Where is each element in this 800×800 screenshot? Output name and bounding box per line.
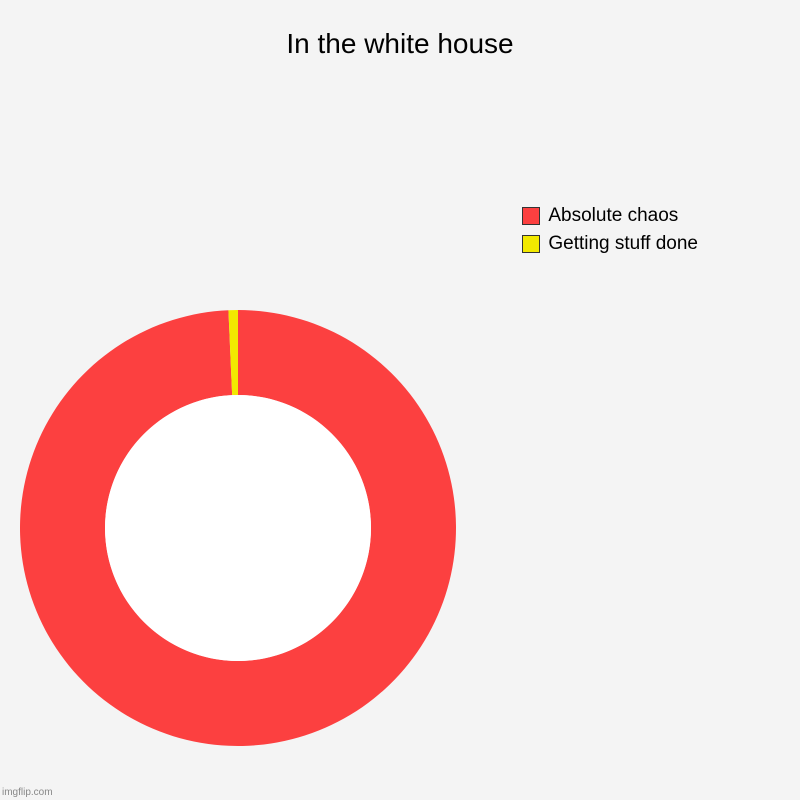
donut-chart	[0, 0, 800, 800]
donut-hole	[105, 395, 371, 661]
chart-container: In the white house Absolute chaos Gettin…	[0, 0, 800, 800]
watermark: imgflip.com	[2, 787, 53, 798]
donut-svg	[0, 0, 800, 800]
